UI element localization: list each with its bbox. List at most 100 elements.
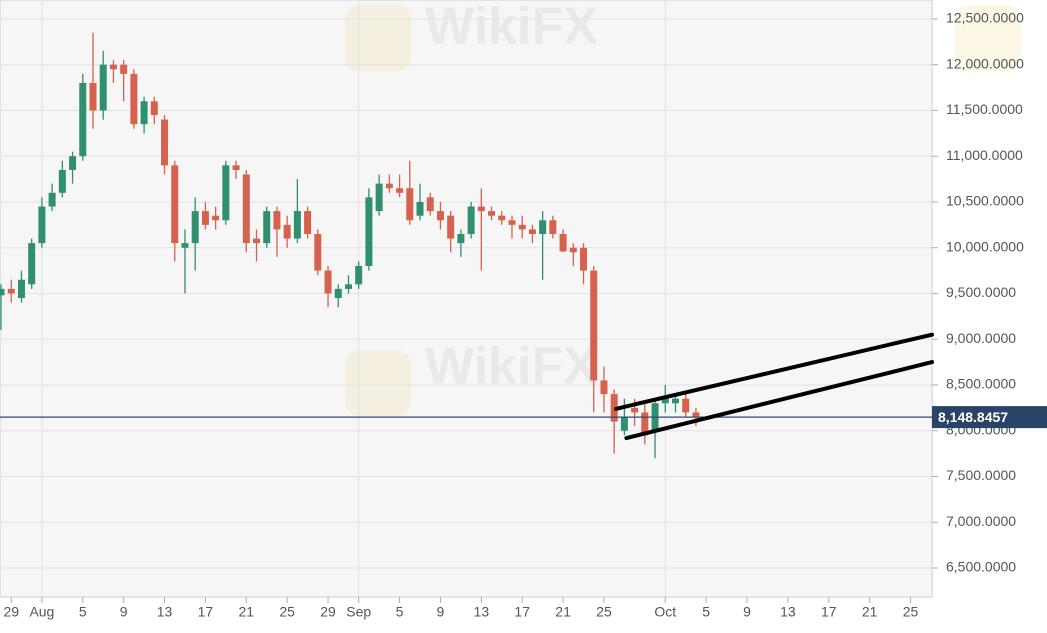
x-tick-label: 21	[862, 604, 878, 620]
candle-body	[467, 206, 475, 234]
candle-body	[232, 165, 240, 170]
x-tick-label: 9	[437, 604, 445, 620]
candle-body	[58, 169, 66, 193]
candle-body	[620, 417, 628, 431]
watermark-logo	[345, 5, 411, 71]
candle-body	[263, 211, 271, 244]
candle-body	[539, 220, 547, 234]
y-tick-label: 7,500.0000	[946, 467, 1016, 483]
x-tick-label: 25	[596, 604, 612, 620]
x-tick-label: 9	[120, 604, 128, 620]
plot-area	[0, 0, 933, 598]
watermarks: WikiFX WikiFX	[345, 0, 1021, 416]
x-tick-label: Sep	[346, 604, 371, 620]
x-tick-label: Oct	[654, 604, 676, 620]
candle-body	[17, 279, 25, 299]
candle-body	[396, 188, 404, 193]
candle-body	[0, 288, 5, 296]
candle-body	[48, 192, 56, 207]
candle-body	[222, 165, 230, 221]
x-tick-label: 17	[514, 604, 530, 620]
x-tick-label: 9	[743, 604, 751, 620]
candle-body	[7, 288, 15, 294]
candle-body	[130, 73, 138, 125]
candle-body	[488, 211, 496, 216]
candle-body	[150, 101, 158, 116]
candle-body	[365, 197, 373, 267]
x-tick-label: 5	[702, 604, 710, 620]
candle-body	[385, 183, 393, 189]
candle-body	[457, 233, 465, 244]
x-tick-label: 21	[555, 604, 571, 620]
candle-body	[283, 224, 291, 239]
candle-body	[242, 174, 250, 244]
x-tick-label: 25	[279, 604, 295, 620]
candle-body	[692, 412, 700, 418]
candle-body	[344, 284, 352, 289]
candle-body	[590, 270, 598, 381]
candle-body	[355, 266, 363, 285]
candle-body	[498, 215, 506, 221]
y-tick-label: 11,500.0000	[946, 101, 1023, 117]
candle-body	[518, 224, 526, 230]
candle-body	[631, 407, 639, 413]
candle-body	[191, 211, 199, 244]
candle-body	[528, 229, 536, 234]
candle-body	[38, 206, 46, 244]
y-tick-label: 10,000.0000	[946, 238, 1024, 254]
x-tick-label: 29	[320, 604, 336, 620]
y-tick-label: 8,500.0000	[946, 376, 1016, 392]
candle-body	[334, 288, 342, 299]
y-tick-label: 7,000.0000	[946, 513, 1016, 529]
candle-body	[304, 211, 312, 234]
y-tick-label: 10,500.0000	[946, 193, 1024, 209]
x-tick-label: 5	[396, 604, 404, 620]
candle-body	[447, 215, 455, 239]
x-tick-label: 17	[198, 604, 214, 620]
candle-body	[140, 101, 148, 125]
trend-line	[624, 360, 934, 441]
y-tick-label: 9,000.0000	[946, 330, 1016, 346]
candle-body	[508, 220, 516, 225]
candle-body	[253, 238, 261, 244]
candle-body	[569, 247, 577, 253]
watermark: WikiFX	[425, 0, 598, 56]
x-tick-label: 17	[821, 604, 837, 620]
candle-body	[120, 64, 128, 74]
candle-body	[99, 64, 107, 111]
y-tick-label: 12,500.0000	[946, 10, 1024, 26]
candle-body	[580, 247, 588, 271]
candle-body	[661, 398, 669, 404]
candle-body	[600, 380, 608, 395]
candle-body	[436, 211, 444, 221]
last-price-box	[932, 406, 1047, 429]
candle-body	[171, 165, 179, 244]
x-tick-label: 13	[780, 604, 796, 620]
candle-body	[375, 183, 383, 212]
last-price-label: 8,148.8457	[938, 409, 1008, 425]
candle-body	[406, 188, 414, 221]
candle-body	[201, 211, 209, 225]
candle-body	[426, 197, 434, 212]
candle-body	[559, 233, 567, 252]
candle-body	[477, 206, 485, 212]
candle-body	[416, 201, 424, 216]
watermark: WikiFX	[425, 338, 598, 396]
watermark-logo	[955, 5, 1021, 71]
y-tick-label: 11,000.0000	[946, 147, 1023, 163]
y-tick-label: 9,500.0000	[946, 284, 1016, 300]
x-tick-label: Aug	[29, 604, 54, 620]
candle-body	[641, 412, 649, 436]
candle-body	[610, 394, 618, 422]
x-tick-label: 29	[3, 604, 19, 620]
y-tick-label: 6,500.0000	[946, 559, 1016, 575]
candle-body	[69, 156, 77, 170]
candle-body	[109, 64, 117, 70]
candle-body	[314, 233, 322, 271]
x-tick-label: 21	[238, 604, 254, 620]
x-tick-label: 25	[903, 604, 919, 620]
x-tick-label: 13	[157, 604, 173, 620]
candle-body	[324, 270, 332, 294]
